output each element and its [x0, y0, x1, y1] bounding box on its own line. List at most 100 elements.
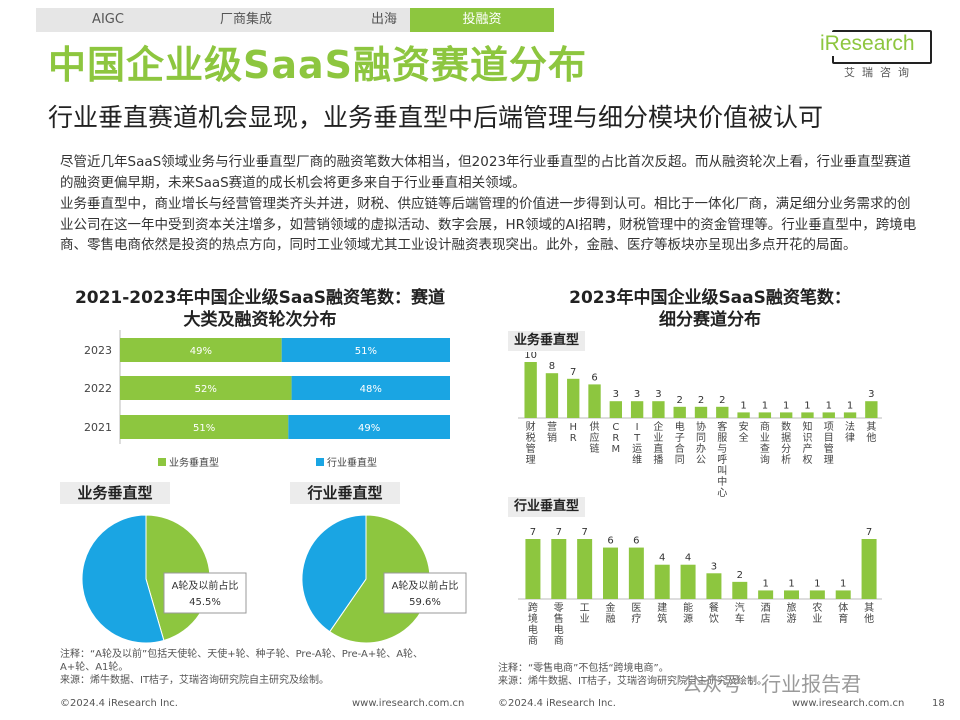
- pie-label-box-industry: [383, 572, 467, 614]
- bar-category-business-商业查询: 商业查询: [760, 420, 770, 466]
- tab-aigc[interactable]: AIGC: [36, 8, 180, 32]
- page-title: 中国企业级SaaS融资赛道分布: [48, 43, 588, 87]
- bar-value-business-安全: 1: [740, 400, 746, 411]
- bar-industry-跨境电商: [525, 539, 541, 599]
- segment-industry-title: 行业垂直型: [508, 497, 586, 517]
- bar-category-business-知识产权: 知识产权: [802, 420, 812, 466]
- bar-category-industry-建筑: 建筑: [657, 601, 667, 625]
- bar-value-industry-体育: 1: [840, 578, 846, 589]
- page-subtitle: 行业垂直赛道机会显现，业务垂直型中后端管理与细分模块价值被认可: [48, 103, 824, 132]
- footer-left-copyright: ©2024.4 iResearch Inc.: [60, 698, 178, 709]
- bar-business-客服与呼叫中心: [716, 406, 729, 418]
- bar-value-industry-建筑: 4: [659, 553, 665, 564]
- bar-value-business-电子合同: 2: [677, 395, 683, 406]
- bar-label-2022-industry: 48%: [360, 384, 382, 395]
- bar-industry-其他: [861, 539, 877, 599]
- bar-category-industry-医疗: 医疗: [631, 602, 641, 625]
- logo-cn-text: 艾瑞咨询: [844, 66, 916, 79]
- right-note-line-2: 来源：烯牛数据、IT桔子，艾瑞咨询研究院自主研究及绘制。: [498, 676, 768, 687]
- pie-industry-title: 行业垂直型: [290, 482, 400, 504]
- bar-2021-business: [120, 415, 289, 439]
- tab-investment-financing[interactable]: 投融资: [410, 8, 554, 32]
- bar-value-business-IT运维: 3: [634, 389, 640, 400]
- bar-industry-金融: [603, 547, 618, 599]
- legend-swatch-business: [158, 458, 166, 466]
- bar-business-营销: [545, 373, 559, 418]
- bar-value-business-项目管理: 1: [826, 400, 832, 411]
- bar-category-business-协同办公: 协同办公: [696, 420, 706, 466]
- bar-business-IT运维: [630, 401, 644, 418]
- stacked-chart-title: 2021-2023年中国企业级SaaS融资笔数：赛道 大类及融资轮次分布: [50, 287, 470, 331]
- bar-industry-工业: [577, 539, 593, 599]
- bar-business-HR: [567, 378, 580, 418]
- bar-category-industry-能源: 能源: [683, 601, 693, 625]
- bar-industry-农业: [809, 590, 825, 599]
- pie-slice-industry-other: [301, 514, 367, 633]
- bar-category-business-项目管理: 项目管理: [824, 421, 834, 466]
- bar-value-industry-能源: 4: [685, 553, 691, 564]
- bar-category-business-营销: 营销: [547, 420, 557, 444]
- bar-industry-能源: [680, 564, 696, 599]
- bar-business-其他: [865, 401, 878, 418]
- bar-value-business-企业直播: 3: [655, 389, 661, 400]
- bar-business-协同办公: [694, 406, 708, 418]
- bar-value-business-法律: 1: [847, 400, 853, 411]
- bar-value-business-CRM: 3: [613, 389, 619, 400]
- bar-business-供应链: [588, 384, 601, 418]
- bar-category-business-法律: 法律: [845, 420, 855, 444]
- bar-industry-体育: [835, 590, 851, 599]
- bar-2023-business: [120, 338, 282, 362]
- bar-category-business-企业直播: 企业直播: [653, 420, 663, 466]
- right-note-line-1: 注释：“零售电商”不包括“跨境电商”。: [498, 663, 669, 674]
- pie-label-name-industry: A轮及以前占比: [392, 579, 459, 592]
- bar-value-business-其他: 3: [868, 389, 874, 400]
- bar-industry-旅游: [784, 590, 799, 599]
- year-label-2022: 2022: [84, 382, 112, 395]
- bar-label-2023-industry: 51%: [355, 346, 377, 357]
- bar-value-business-财税管理: 10: [524, 352, 537, 361]
- bar-category-industry-餐饮: 餐饮: [709, 601, 719, 625]
- bar-2022-industry: [291, 376, 450, 400]
- bar-category-business-安全: 安全: [739, 420, 749, 444]
- bar-business-商业查询: [758, 412, 772, 418]
- bar-business-法律: [843, 412, 857, 418]
- legend-swatch-industry: [316, 458, 324, 466]
- bar-value-industry-其他: 7: [866, 527, 872, 538]
- right-notes: 注释：“零售电商”不包括“跨境电商”。 来源：烯牛数据、IT桔子，艾瑞咨询研究院…: [498, 662, 798, 688]
- pie-chart-industry: A轮及以前占比 59.6%: [301, 514, 467, 644]
- page-number: 18: [932, 698, 945, 709]
- subsector-chart-title-line-2: 细分赛道分布: [659, 310, 761, 330]
- bar-category-business-数据分析: 数据分析: [781, 420, 791, 466]
- bar-category-industry-汽车: 汽车: [735, 601, 745, 625]
- bar-value-business-HR: 7: [570, 367, 576, 378]
- bar-label-2021-industry: 49%: [358, 423, 380, 434]
- bar-industry-建筑: [654, 564, 670, 599]
- bar-category-industry-金融: 金融: [606, 601, 616, 625]
- bar-industry-医疗: [628, 547, 644, 599]
- bar-category-business-供应链: 供应链: [590, 420, 600, 455]
- pie-label-name-business: A轮及以前占比: [172, 579, 239, 592]
- bar-value-business-供应链: 6: [591, 372, 597, 383]
- bar-value-business-营销: 8: [549, 361, 555, 372]
- bar-2022-business: [120, 376, 292, 400]
- bar-category-industry-农业: 农业: [812, 601, 822, 625]
- pie-slice-business-other: [81, 514, 165, 644]
- left-notes: 注释：“A轮及以前”包括天使轮、天使+轮、种子轮、Pre-A轮、Pre-A+轮、…: [60, 648, 480, 687]
- left-note-line-3: 来源：烯牛数据、IT桔子，艾瑞咨询研究院自主研究及绘制。: [60, 675, 330, 686]
- tab-vendor-integration[interactable]: 厂商集成: [174, 8, 318, 32]
- bar-category-business-财税管理: 财税管理: [526, 420, 536, 466]
- bar-value-industry-酒店: 1: [762, 578, 768, 589]
- pie-chart-business: A轮及以前占比 45.5%: [81, 514, 247, 644]
- pie-label-box-business: [163, 572, 247, 614]
- footer-left-url[interactable]: www.iresearch.com.cn: [352, 698, 465, 709]
- bar-value-industry-跨境电商: 7: [530, 527, 536, 538]
- bar-value-industry-旅游: 1: [788, 578, 794, 589]
- footer-right-url[interactable]: www.iresearch.com.cn: [792, 698, 905, 709]
- bar-business-安全: [737, 412, 750, 418]
- bar-category-business-客服与呼叫中心: 客服与呼叫中心: [717, 420, 727, 499]
- footer-right-copyright: ©2024.4 iResearch Inc.: [498, 698, 616, 709]
- bar-category-industry-旅游: 旅游: [787, 601, 797, 625]
- left-note-line-2: A+轮、A1轮。: [60, 662, 129, 673]
- watermark: 公众号 · 行业报告君: [682, 672, 862, 696]
